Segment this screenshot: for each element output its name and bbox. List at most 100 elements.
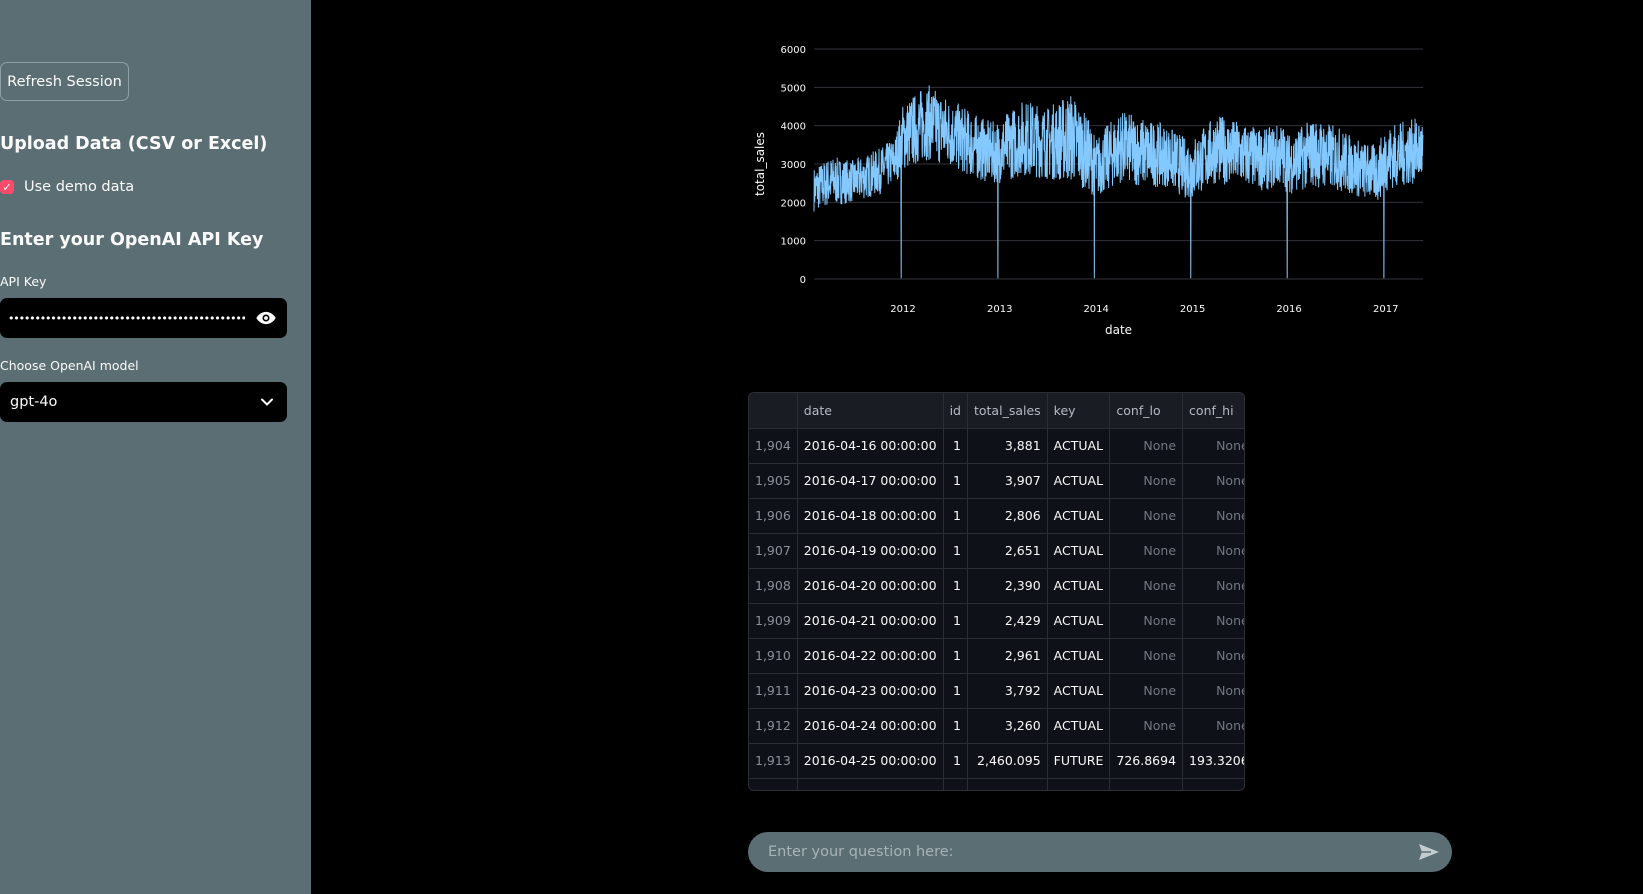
table-cell: 193.3206 xyxy=(1182,743,1244,779)
table-cell: 1 xyxy=(943,673,968,709)
table-row[interactable]: 1,911 2016-04-23 00:00:00 1 3,792 ACTUAL None… xyxy=(749,673,1244,709)
upload-data-heading: Upload Data (CSV or Excel) xyxy=(0,134,268,154)
table-cell: 1,905 xyxy=(749,463,798,499)
table-cell: None xyxy=(1182,673,1244,709)
table-cell: 2,651 xyxy=(967,533,1048,569)
table-cell: 2,806 xyxy=(967,498,1048,534)
table-cell: 726.8694 xyxy=(1109,743,1184,779)
y-tick-label: 0 xyxy=(800,275,806,286)
column-header-index[interactable] xyxy=(749,393,798,429)
model-selected-value: gpt-4o xyxy=(10,394,58,410)
column-header-id[interactable]: id xyxy=(943,393,968,429)
table-cell: 2016-04-17 00:00:00 xyxy=(797,463,944,499)
table-cell xyxy=(1182,778,1244,790)
table-cell: ACTUAL xyxy=(1047,498,1111,534)
table-cell: 2,961 xyxy=(967,638,1048,674)
table-cell: 1,908 xyxy=(749,568,798,604)
table-cell: 2016-04-25 00:00:00 xyxy=(797,743,944,779)
table-cell: None xyxy=(1182,498,1244,534)
table-cell: 1,913 xyxy=(749,743,798,779)
table-header-row: date id total_sales key conf_lo conf_hi xyxy=(749,393,1244,429)
table-cell: ACTUAL xyxy=(1047,673,1111,709)
question-input[interactable] xyxy=(766,843,1418,861)
table-cell xyxy=(797,778,944,790)
column-header-date[interactable]: date xyxy=(797,393,944,429)
table-cell: ACTUAL xyxy=(1047,533,1111,569)
table-cell: 1 xyxy=(943,498,968,534)
table-row[interactable]: 1,905 2016-04-17 00:00:00 1 3,907 ACTUAL None… xyxy=(749,463,1244,499)
x-tick-label: 2012 xyxy=(890,304,915,315)
table-cell: 1 xyxy=(943,638,968,674)
table-cell: 2016-04-21 00:00:00 xyxy=(797,603,944,639)
checkbox-checked-icon: ✓ xyxy=(0,180,14,194)
table-cell: FUTURE xyxy=(1047,743,1111,779)
x-axis-title: date xyxy=(1105,323,1132,337)
table-row[interactable]: 1,909 2016-04-21 00:00:00 1 2,429 ACTUAL None… xyxy=(749,603,1244,639)
table-cell: ACTUAL xyxy=(1047,708,1111,744)
table-cell: 2016-04-19 00:00:00 xyxy=(797,533,944,569)
table-row[interactable]: 1,912 2016-04-24 00:00:00 1 3,260 ACTUAL None… xyxy=(749,708,1244,744)
table-cell: ACTUAL xyxy=(1047,428,1111,464)
table-row-partial xyxy=(749,778,1244,790)
table-cell: None xyxy=(1182,428,1244,464)
x-tick-label: 2016 xyxy=(1276,304,1301,315)
refresh-session-button[interactable]: Refresh Session xyxy=(0,62,129,101)
table-cell: None xyxy=(1182,568,1244,604)
table-row[interactable]: 1,913 2016-04-25 00:00:00 1 2,460.095 FUTURE… xyxy=(749,743,1244,779)
table-cell: ACTUAL xyxy=(1047,463,1111,499)
column-header-conf_lo[interactable]: conf_lo xyxy=(1109,393,1184,429)
column-header-total_sales[interactable]: total_sales xyxy=(967,393,1048,429)
table-cell: 2016-04-22 00:00:00 xyxy=(797,638,944,674)
table-cell xyxy=(943,778,968,790)
table-cell: 2,390 xyxy=(967,568,1048,604)
table-cell: 1 xyxy=(943,708,968,744)
model-label: Choose OpenAI model xyxy=(0,358,139,373)
table-cell: 1 xyxy=(943,743,968,779)
data-table[interactable]: date id total_sales key conf_lo conf_hi 1,904… xyxy=(748,392,1245,791)
column-header-key[interactable]: key xyxy=(1047,393,1111,429)
table-cell: None xyxy=(1109,463,1184,499)
y-tick-label: 2000 xyxy=(781,198,806,209)
table-row[interactable]: 1,906 2016-04-18 00:00:00 1 2,806 ACTUAL None… xyxy=(749,498,1244,534)
table-cell: ACTUAL xyxy=(1047,568,1111,604)
table-cell: 1,906 xyxy=(749,498,798,534)
table-cell: ACTUAL xyxy=(1047,603,1111,639)
table-cell: None xyxy=(1182,463,1244,499)
model-select[interactable]: gpt-4o xyxy=(0,382,287,422)
table-cell: None xyxy=(1109,428,1184,464)
sales-chart-svg: 0 1000 2000 3000 4000 5000 6000 2012 2013 2014 201… xyxy=(753,45,1424,337)
sidebar: Refresh Session Upload Data (CSV or Exce… xyxy=(0,0,311,894)
y-tick-label: 5000 xyxy=(781,83,806,94)
table-cell: 2016-04-20 00:00:00 xyxy=(797,568,944,604)
table-cell: None xyxy=(1182,638,1244,674)
eye-icon[interactable] xyxy=(255,311,277,325)
chevron-down-icon xyxy=(261,398,273,406)
table-cell: None xyxy=(1182,533,1244,569)
table-row[interactable]: 1,910 2016-04-22 00:00:00 1 2,961 ACTUAL None… xyxy=(749,638,1244,674)
column-header-conf_hi[interactable]: conf_hi xyxy=(1182,393,1244,429)
table-cell xyxy=(1047,778,1111,790)
api-key-label: API Key xyxy=(0,274,47,289)
send-icon[interactable] xyxy=(1418,843,1440,861)
table-cell xyxy=(967,778,1048,790)
table-cell xyxy=(749,778,798,790)
table-cell: 2,429 xyxy=(967,603,1048,639)
table-cell: ACTUAL xyxy=(1047,638,1111,674)
x-tick-label: 2017 xyxy=(1373,304,1398,315)
table-cell: 2016-04-24 00:00:00 xyxy=(797,708,944,744)
table-row[interactable]: 1,908 2016-04-20 00:00:00 1 2,390 ACTUAL None… xyxy=(749,568,1244,604)
use-demo-data-checkbox[interactable]: ✓ Use demo data xyxy=(0,176,134,198)
total-sales-line xyxy=(813,85,1424,279)
table-cell: 2016-04-18 00:00:00 xyxy=(797,498,944,534)
table-cell: None xyxy=(1182,603,1244,639)
api-key-masked-value: ••••••••••••••••••••••••••••••••••••••••… xyxy=(8,311,245,325)
table-row[interactable]: 1,907 2016-04-19 00:00:00 1 2,651 ACTUAL None… xyxy=(749,533,1244,569)
table-cell: 1,907 xyxy=(749,533,798,569)
table-cell: None xyxy=(1109,708,1184,744)
table-cell: 1,912 xyxy=(749,708,798,744)
table-cell xyxy=(1109,778,1184,790)
api-key-input[interactable]: ••••••••••••••••••••••••••••••••••••••••… xyxy=(0,298,287,338)
table-cell: 1 xyxy=(943,533,968,569)
table-cell: 3,792 xyxy=(967,673,1048,709)
table-row[interactable]: 1,904 2016-04-16 00:00:00 1 3,881 ACTUAL None… xyxy=(749,428,1244,464)
